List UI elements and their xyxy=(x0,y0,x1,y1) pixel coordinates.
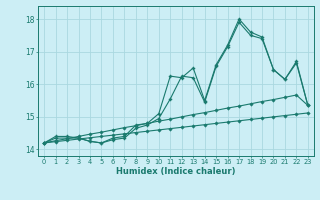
X-axis label: Humidex (Indice chaleur): Humidex (Indice chaleur) xyxy=(116,167,236,176)
